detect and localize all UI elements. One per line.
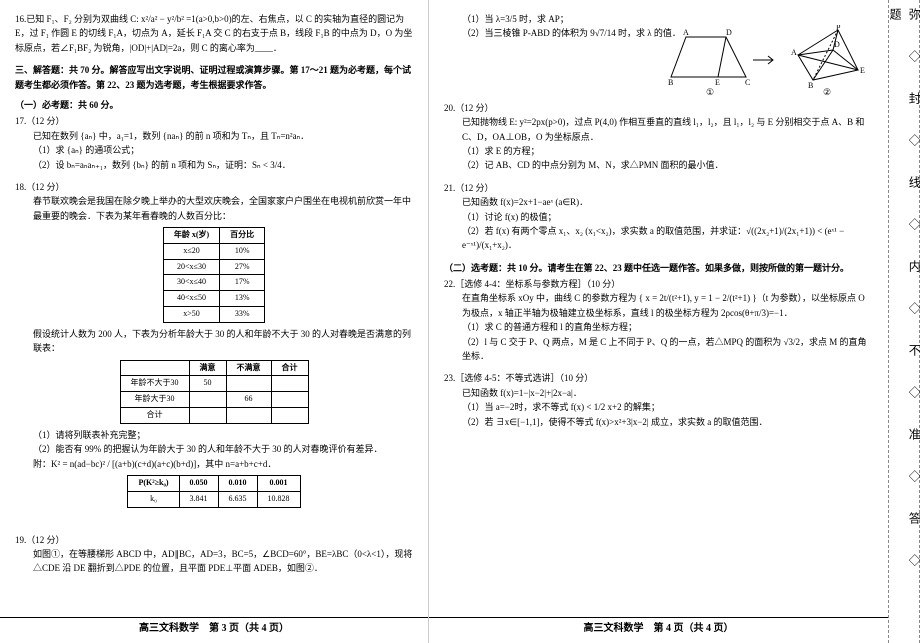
q18-sub2: （2）能否有 99% 的把握认为年龄大于 30 的人和年龄不大于 30 的人对春… bbox=[15, 442, 413, 456]
t2c: 66 bbox=[226, 392, 271, 408]
q23-sub1: （1）当 a=−2时，求不等式 f(x) < 1/2 x+2 的解集； bbox=[444, 400, 873, 414]
t2c: 合计 bbox=[120, 408, 189, 424]
t2c: 年龄大于30 bbox=[120, 392, 189, 408]
q23: 23.［选修 4-5：不等式选讲］（10 分） 已知函数 f(x)=1−|x−2… bbox=[444, 371, 873, 429]
q23-sub2: （2）若 ∃x∈[−1,1]，使得不等式 f(x)>x²+3|x−2| 成立，求… bbox=[444, 415, 873, 429]
t2h: 满意 bbox=[189, 360, 226, 376]
page-4: A D B E C ① P A D B E ② （1）当 λ=3/5 时，求 A… bbox=[429, 0, 888, 643]
pt-A2: A bbox=[791, 48, 797, 57]
q19-body: 如图①，在等腰梯形 ABCD 中，AD∥BC，AD=3，BC=5，∠BCD=60… bbox=[15, 547, 413, 576]
t2c bbox=[226, 376, 271, 392]
t1c: 17% bbox=[220, 275, 265, 291]
q22-body: 在直角坐标系 xOy 中，曲线 C 的参数方程为 { x = 2t/(t²+1)… bbox=[444, 291, 873, 320]
diagram-trapezoid-icon: A D B E C ① P A D B E ② bbox=[668, 25, 868, 100]
pt-C: C bbox=[745, 78, 750, 87]
t2h: 合计 bbox=[271, 360, 308, 376]
binding-text: 弥◇封◇线◇内◇不◇准◇答◇题 bbox=[885, 8, 920, 635]
t1-h0: 年龄 x(岁) bbox=[163, 228, 219, 244]
pt-D: D bbox=[726, 28, 732, 37]
q21-sub1: （1）讨论 f(x) 的极值； bbox=[444, 210, 873, 224]
q21-sub2: （2）若 f(x) 有两个零点 x₁、x₂ (x₁<x₂)，求实数 a 的取值范… bbox=[444, 224, 873, 253]
t2c bbox=[189, 408, 226, 424]
footer-right: 高三文科数学 第 4 页（共 4 页） bbox=[429, 617, 888, 637]
t3c: k₀ bbox=[128, 491, 179, 507]
t2c bbox=[271, 408, 308, 424]
t2c bbox=[226, 408, 271, 424]
q18: 18.（12 分） 春节联欢晚会是我国在除夕晚上举办的大型欢庆晚会，全国家家户户… bbox=[15, 180, 413, 508]
pt-B: B bbox=[668, 78, 673, 87]
q22: 22.［选修 4-4：坐标系与参数方程］（10 分） 在直角坐标系 xOy 中，… bbox=[444, 277, 873, 363]
q18-body: 春节联欢晚会是我国在除夕晚上举办的大型欢庆晚会，全国家家户户围坐在电视机前欣赏一… bbox=[15, 194, 413, 223]
q18-head: 18.（12 分） bbox=[15, 180, 413, 194]
q23-head: 23.［选修 4-5：不等式选讲］（10 分） bbox=[444, 371, 873, 385]
t1c: 27% bbox=[220, 259, 265, 275]
q17-sub2: （2）设 bₙ=aₙaₙ₊₁，数列 {bₙ} 的前 n 项和为 Sₙ，证明：Sₙ… bbox=[15, 158, 413, 172]
pt-D2: D bbox=[834, 40, 840, 49]
t3c: 10.828 bbox=[257, 491, 300, 507]
q20: 20.（12 分） 已知抛物线 E: y²=2px(p>0)，过点 P(4,0)… bbox=[444, 101, 873, 173]
q18-formula: 附：K² = n(ad−bc)² / [(a+b)(c+d)(a+c)(b+d)… bbox=[15, 457, 413, 471]
t2c bbox=[271, 392, 308, 408]
footer-left: 高三文科数学 第 3 页（共 4 页） bbox=[0, 617, 428, 637]
t2h: 不满意 bbox=[226, 360, 271, 376]
binding-margin: 弥◇封◇线◇内◇不◇准◇答◇题 bbox=[888, 0, 920, 643]
q23-body: 已知函数 f(x)=1−|x−2|+|2x−a|． bbox=[444, 386, 873, 400]
t1c: 30<x≤40 bbox=[163, 275, 219, 291]
pt-E2: E bbox=[860, 66, 865, 75]
t2c: 年龄不大于30 bbox=[120, 376, 189, 392]
t2c: 50 bbox=[189, 376, 226, 392]
t1c: 33% bbox=[220, 307, 265, 323]
t3c: 6.635 bbox=[218, 491, 257, 507]
label1: ① bbox=[706, 87, 714, 97]
q21-head: 21.（12 分） bbox=[444, 181, 873, 195]
t1c: x>50 bbox=[163, 307, 219, 323]
t1c: 40<x≤50 bbox=[163, 291, 219, 307]
q18-table1: 年龄 x(岁) 百分比 x≤2010% 20<x≤3027% 30<x≤4017… bbox=[163, 227, 265, 323]
q16: 16.已知 F₁、F₂ 分别为双曲线 C: x²/a² − y²/b² =1(a… bbox=[15, 12, 413, 55]
pt-P: P bbox=[836, 25, 841, 32]
t2c bbox=[189, 392, 226, 408]
q21: 21.（12 分） 已知函数 f(x)=2x+1−aeˣ (a∈R)． （1）讨… bbox=[444, 181, 873, 253]
page-3: 16.已知 F₁、F₂ 分别为双曲线 C: x²/a² − y²/b² =1(a… bbox=[0, 0, 429, 643]
q19-head: 19.（12 分） bbox=[15, 533, 413, 547]
t1c: 13% bbox=[220, 291, 265, 307]
t3h: P(K²≥k₀) bbox=[128, 476, 179, 492]
t3h: 0.010 bbox=[218, 476, 257, 492]
q20-sub1: （1）求 E 的方程； bbox=[444, 144, 873, 158]
opt-heading: （二）选考题：共 10 分。请考生在第 22、23 题中任选一题作答。如果多做，… bbox=[444, 261, 873, 275]
q22-sub1: （1）求 C 的普通方程和 l 的直角坐标方程； bbox=[444, 320, 873, 334]
t2h bbox=[120, 360, 189, 376]
q17-head: 17.（12 分） bbox=[15, 114, 413, 128]
t1c: x≤20 bbox=[163, 243, 219, 259]
q20-sub2: （2）记 AB、CD 的中点分别为 M、N，求△PMN 面积的最小值． bbox=[444, 158, 873, 172]
q20-body: 已知抛物线 E: y²=2px(p>0)，过点 P(4,0) 作相互垂直的直线 … bbox=[444, 115, 873, 144]
pt-E: E bbox=[715, 78, 720, 87]
t1c: 20<x≤30 bbox=[163, 259, 219, 275]
q19: 19.（12 分） 如图①，在等腰梯形 ABCD 中，AD∥BC，AD=3，BC… bbox=[15, 533, 413, 576]
section-3-heading: 三、解答题：共 70 分。解答应写出文字说明、证明过程或演算步骤。第 17～21… bbox=[15, 63, 413, 92]
t3h: 0.050 bbox=[179, 476, 218, 492]
q17-sub1: （1）求 {aₙ} 的通项公式； bbox=[15, 143, 413, 157]
q17: 17.（12 分） 已知在数列 {aₙ} 中，a₁=1，数列 {naₙ} 的前 … bbox=[15, 114, 413, 172]
q18-table2: 满意 不满意 合计 年龄不大于30 50 年龄大于30 66 合计 bbox=[120, 360, 309, 424]
pt-B2: B bbox=[808, 81, 813, 90]
q18-sub1: （1）请将列联表补充完整； bbox=[15, 428, 413, 442]
q18-table3: P(K²≥k₀) 0.050 0.010 0.001 k₀ 3.841 6.63… bbox=[127, 475, 300, 508]
label2: ② bbox=[823, 87, 831, 97]
must-heading: （一）必考题：共 60 分。 bbox=[15, 98, 413, 112]
t2c bbox=[271, 376, 308, 392]
t1c: 10% bbox=[220, 243, 265, 259]
q21-body: 已知函数 f(x)=2x+1−aeˣ (a∈R)． bbox=[444, 195, 873, 209]
q18-p2: 假设统计人数为 200 人，下表为分析年龄大于 30 的人和年龄不大于 30 的… bbox=[15, 327, 413, 356]
t3h: 0.001 bbox=[257, 476, 300, 492]
t1-h1: 百分比 bbox=[220, 228, 265, 244]
t3c: 3.841 bbox=[179, 491, 218, 507]
q17-body: 已知在数列 {aₙ} 中，a₁=1，数列 {naₙ} 的前 n 项和为 Tₙ，且… bbox=[15, 129, 413, 143]
q20-head: 20.（12 分） bbox=[444, 101, 873, 115]
q22-head: 22.［选修 4-4：坐标系与参数方程］（10 分） bbox=[444, 277, 873, 291]
pt-A: A bbox=[683, 28, 689, 37]
q22-sub2: （2）l 与 C 交于 P、Q 两点，M 是 C 上不同于 P、Q 的一点，若△… bbox=[444, 335, 873, 364]
